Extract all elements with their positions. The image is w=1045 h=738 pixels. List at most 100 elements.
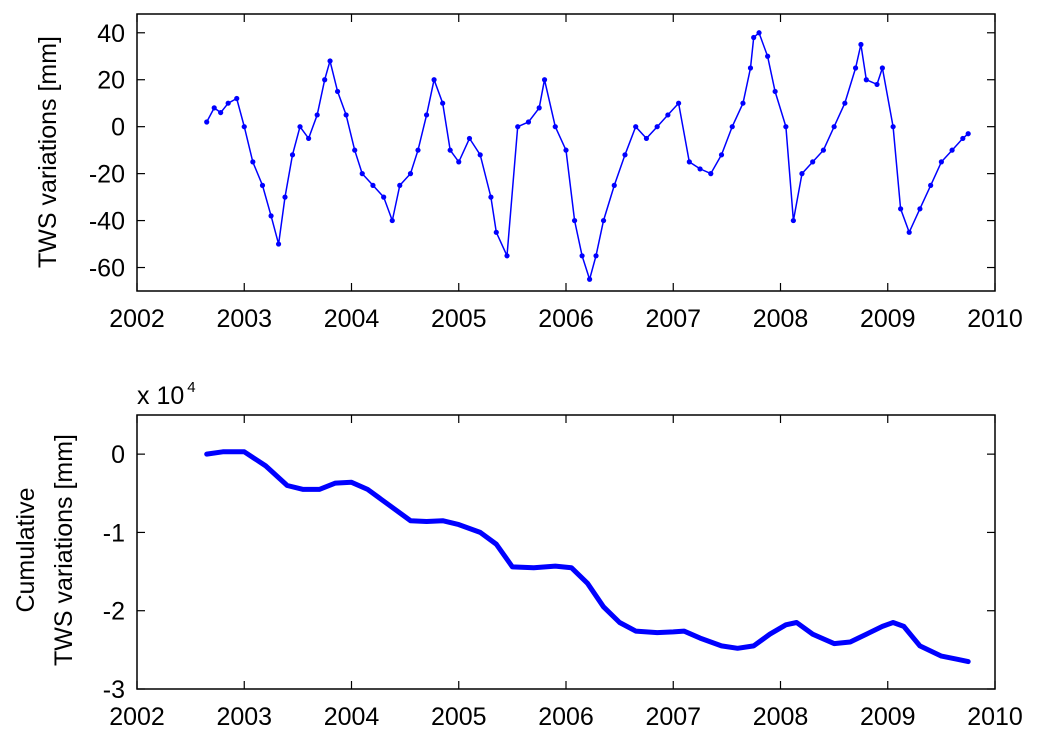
top-data-point bbox=[842, 100, 848, 106]
top-data-point bbox=[874, 81, 880, 88]
top-x-tick-label: 2002 bbox=[109, 305, 165, 333]
top-data-point bbox=[268, 213, 274, 219]
top-data-point bbox=[541, 77, 548, 83]
top-x-tick-label: 2006 bbox=[538, 305, 594, 333]
top-data-point bbox=[579, 253, 585, 259]
top-data-point bbox=[381, 194, 387, 200]
bottom-y-multiplier: x 10 4 bbox=[137, 379, 196, 410]
top-data-point bbox=[571, 217, 578, 224]
top-data-point bbox=[611, 182, 617, 188]
top-x-tick-label: 2005 bbox=[431, 305, 487, 333]
top-data-point bbox=[751, 34, 757, 41]
top-data-point bbox=[218, 109, 224, 116]
bottom-y-tick-label: -1 bbox=[103, 519, 125, 547]
top-x-tick-label: 2007 bbox=[645, 305, 701, 333]
top-data-point bbox=[622, 152, 628, 158]
top-data-point bbox=[593, 253, 599, 259]
bottom-axis-ticks: 2002 2003 2004 2005 2006 2007 2008 2009 2010 0 -1 -… bbox=[103, 415, 1023, 731]
top-data-point bbox=[643, 135, 650, 142]
bottom-plot-frame bbox=[136, 414, 996, 690]
bottom-x-tick-label: 2007 bbox=[645, 703, 701, 731]
top-y-tick-label: -60 bbox=[89, 255, 125, 283]
top-series-points bbox=[204, 30, 971, 282]
top-data-point bbox=[423, 112, 430, 118]
top-y-tick-label: 0 bbox=[111, 114, 125, 142]
top-y-tick-label: -20 bbox=[89, 161, 125, 189]
top-data-point bbox=[729, 124, 735, 130]
top-data-point bbox=[820, 147, 827, 153]
top-data-point bbox=[282, 194, 288, 200]
top-data-point bbox=[234, 95, 240, 102]
top-data-point bbox=[389, 217, 395, 224]
top-data-point bbox=[504, 253, 510, 259]
top-data-point bbox=[852, 65, 859, 71]
top-y-tick-label: -40 bbox=[89, 208, 125, 236]
top-data-point bbox=[938, 159, 944, 165]
top-data-point bbox=[740, 100, 746, 106]
top-data-point bbox=[928, 182, 934, 188]
top-axis-ticks: 2002 2003 2004 2005 2006 2007 2008 2009 2010 40 20… bbox=[89, 14, 1023, 333]
top-data-point bbox=[343, 112, 349, 118]
top-data-point bbox=[493, 229, 499, 235]
top-data-point bbox=[250, 159, 256, 165]
top-data-point bbox=[525, 119, 532, 125]
top-data-point bbox=[600, 217, 607, 224]
bottom-x-tick-label: 2003 bbox=[216, 703, 272, 731]
top-data-point bbox=[431, 77, 437, 83]
top-data-point bbox=[204, 119, 210, 125]
top-data-point bbox=[447, 147, 453, 153]
top-data-point bbox=[633, 124, 639, 130]
bottom-series-line bbox=[204, 449, 971, 665]
top-data-point bbox=[563, 147, 569, 153]
top-data-point bbox=[831, 124, 837, 130]
bottom-y-tick-label: 0 bbox=[111, 441, 125, 469]
bottom-x-tick-label: 2008 bbox=[753, 703, 809, 731]
bottom-y-tick-label: -3 bbox=[103, 676, 125, 704]
top-data-point bbox=[799, 171, 805, 177]
top-data-point bbox=[708, 171, 714, 177]
top-data-point bbox=[289, 152, 296, 158]
top-data-point bbox=[536, 105, 542, 111]
top-data-point bbox=[676, 100, 682, 106]
bottom-x-tick-label: 2004 bbox=[324, 703, 380, 731]
top-data-point bbox=[756, 30, 762, 36]
bottom-y-axis-label-line2: TWS variations [mm] bbox=[50, 434, 78, 666]
top-data-point bbox=[906, 229, 912, 235]
top-data-point bbox=[552, 124, 558, 130]
top-data-point bbox=[297, 124, 303, 130]
top-data-point bbox=[334, 88, 341, 95]
top-data-point bbox=[718, 152, 725, 158]
bottom-panel: 2002 2003 2004 2005 2006 2007 2008 2009 2010 0 -1 -… bbox=[12, 379, 1023, 731]
top-data-point bbox=[665, 112, 671, 118]
top-data-point bbox=[765, 53, 771, 59]
top-data-point bbox=[456, 159, 462, 165]
top-data-point bbox=[370, 182, 376, 188]
top-data-point bbox=[898, 206, 904, 212]
top-data-point bbox=[211, 105, 217, 111]
top-data-point bbox=[352, 147, 358, 153]
top-y-tick-label: 40 bbox=[97, 20, 125, 48]
top-data-point bbox=[783, 124, 789, 130]
top-data-point bbox=[960, 135, 966, 142]
multiplier-exponent: 4 bbox=[187, 379, 195, 396]
top-data-point bbox=[322, 77, 328, 83]
top-data-point bbox=[654, 124, 660, 130]
top-data-point bbox=[259, 182, 266, 188]
top-data-point bbox=[477, 152, 483, 158]
top-data-point bbox=[965, 131, 971, 137]
top-data-point bbox=[949, 147, 955, 153]
top-data-point bbox=[586, 276, 593, 282]
top-data-point bbox=[407, 171, 414, 177]
top-data-point bbox=[397, 182, 403, 188]
top-data-point bbox=[314, 112, 320, 118]
bottom-x-tick-label: 2009 bbox=[860, 703, 916, 731]
top-panel: 2002 2003 2004 2005 2006 2007 2008 2009 2010 40 20… bbox=[34, 13, 1023, 333]
top-data-point bbox=[225, 100, 231, 106]
top-data-point bbox=[890, 124, 896, 130]
bottom-y-tick-label: -2 bbox=[103, 598, 125, 626]
top-y-tick-label: 20 bbox=[97, 67, 125, 95]
top-data-point bbox=[697, 166, 703, 172]
top-data-point bbox=[415, 147, 421, 153]
top-data-point bbox=[359, 171, 365, 177]
